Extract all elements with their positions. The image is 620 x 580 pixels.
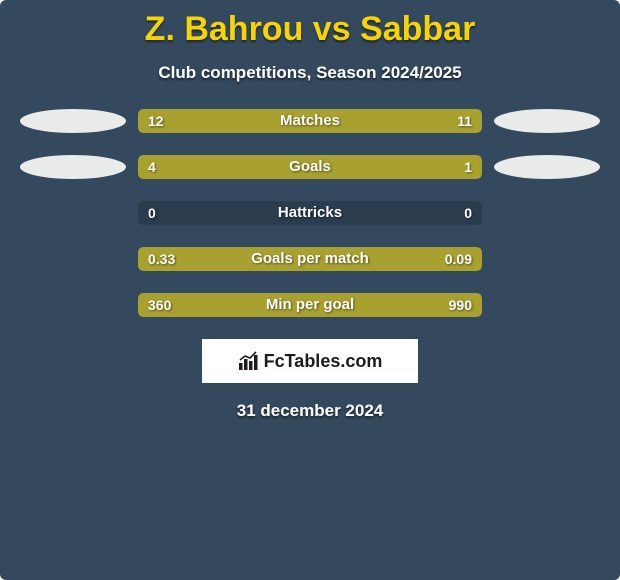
stat-rows: 1211Matches 41Goals 00Hattricks 0.330.09Goa… [0, 109, 620, 317]
metric-label: Goals per match [138, 247, 482, 271]
stat-row: 0.330.09Goals per match [0, 247, 620, 271]
stat-bar: 0.330.09Goals per match [138, 247, 482, 271]
comparison-card: Z. Bahrou vs Sabbar Club competitions, S… [0, 0, 620, 580]
brand-box[interactable]: FcTables.com [202, 339, 418, 383]
metric-label: Goals [138, 155, 482, 179]
metric-label: Hattricks [138, 201, 482, 225]
stat-bar: 360990Min per goal [138, 293, 482, 317]
team-badge-right [494, 155, 600, 179]
team-badge-right [494, 109, 600, 133]
metric-label: Min per goal [138, 293, 482, 317]
brand-text: FcTables.com [264, 351, 383, 372]
stat-bar: 1211Matches [138, 109, 482, 133]
stat-row: 360990Min per goal [0, 293, 620, 317]
stat-row: 41Goals [0, 155, 620, 179]
stat-row: 00Hattricks [0, 201, 620, 225]
stat-bar: 41Goals [138, 155, 482, 179]
metric-label: Matches [138, 109, 482, 133]
date-label: 31 december 2024 [0, 401, 620, 421]
stat-bar: 00Hattricks [138, 201, 482, 225]
stat-row: 1211Matches [0, 109, 620, 133]
bar-chart-icon [238, 351, 260, 371]
team-badge-left [20, 109, 126, 133]
subtitle: Club competitions, Season 2024/2025 [0, 63, 620, 83]
page-title: Z. Bahrou vs Sabbar [0, 0, 620, 49]
team-badge-left [20, 155, 126, 179]
